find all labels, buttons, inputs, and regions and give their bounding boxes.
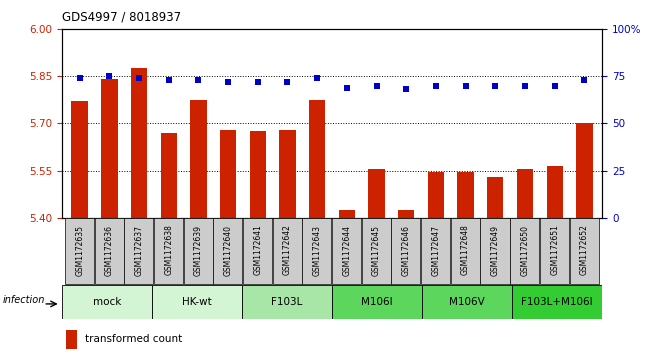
Bar bbox=[398, 210, 415, 218]
Point bbox=[283, 79, 293, 85]
FancyBboxPatch shape bbox=[214, 219, 242, 284]
Bar bbox=[101, 79, 118, 218]
Point bbox=[431, 83, 441, 89]
Text: GSM1172639: GSM1172639 bbox=[194, 225, 203, 276]
Point bbox=[134, 75, 145, 81]
Bar bbox=[368, 169, 385, 218]
Point bbox=[549, 83, 560, 89]
Text: GSM1172647: GSM1172647 bbox=[432, 225, 441, 276]
Point bbox=[460, 83, 471, 89]
Text: GSM1172642: GSM1172642 bbox=[283, 225, 292, 276]
Bar bbox=[487, 177, 503, 218]
Text: transformed count: transformed count bbox=[85, 334, 182, 344]
Text: infection: infection bbox=[3, 295, 46, 306]
FancyBboxPatch shape bbox=[124, 219, 153, 284]
Text: F103L: F103L bbox=[271, 297, 303, 307]
Text: GSM1172651: GSM1172651 bbox=[550, 225, 559, 276]
Point bbox=[312, 75, 322, 81]
FancyBboxPatch shape bbox=[332, 219, 361, 284]
FancyBboxPatch shape bbox=[152, 285, 242, 319]
Text: GSM1172637: GSM1172637 bbox=[135, 225, 143, 276]
Text: GSM1172646: GSM1172646 bbox=[402, 225, 411, 276]
Bar bbox=[249, 131, 266, 218]
FancyBboxPatch shape bbox=[184, 219, 213, 284]
FancyBboxPatch shape bbox=[362, 219, 391, 284]
Text: GSM1172640: GSM1172640 bbox=[223, 225, 232, 276]
FancyBboxPatch shape bbox=[422, 285, 512, 319]
Text: GSM1172652: GSM1172652 bbox=[580, 225, 589, 276]
Bar bbox=[161, 133, 177, 218]
Text: M106I: M106I bbox=[361, 297, 393, 307]
Bar bbox=[458, 172, 474, 218]
FancyBboxPatch shape bbox=[94, 219, 124, 284]
Point bbox=[579, 77, 590, 83]
FancyBboxPatch shape bbox=[243, 219, 272, 284]
Point bbox=[104, 73, 115, 79]
Point bbox=[519, 83, 530, 89]
Point bbox=[401, 86, 411, 92]
Point bbox=[371, 83, 381, 89]
Text: M106V: M106V bbox=[449, 297, 485, 307]
Point bbox=[163, 77, 174, 83]
Text: GSM1172638: GSM1172638 bbox=[164, 225, 173, 276]
Bar bbox=[72, 101, 88, 218]
Point bbox=[74, 75, 85, 81]
Text: GSM1172643: GSM1172643 bbox=[312, 225, 322, 276]
Bar bbox=[66, 330, 77, 349]
FancyBboxPatch shape bbox=[154, 219, 183, 284]
Bar bbox=[131, 68, 147, 218]
Text: mock: mock bbox=[92, 297, 121, 307]
FancyBboxPatch shape bbox=[273, 219, 301, 284]
FancyBboxPatch shape bbox=[62, 285, 152, 319]
Text: HK-wt: HK-wt bbox=[182, 297, 212, 307]
Text: GSM1172636: GSM1172636 bbox=[105, 225, 114, 276]
FancyBboxPatch shape bbox=[65, 219, 94, 284]
Text: GSM1172650: GSM1172650 bbox=[521, 225, 529, 276]
FancyBboxPatch shape bbox=[510, 219, 539, 284]
Bar bbox=[576, 123, 592, 218]
FancyBboxPatch shape bbox=[242, 285, 332, 319]
Text: GSM1172645: GSM1172645 bbox=[372, 225, 381, 276]
FancyBboxPatch shape bbox=[332, 285, 422, 319]
Text: GSM1172644: GSM1172644 bbox=[342, 225, 352, 276]
Bar bbox=[220, 130, 236, 218]
FancyBboxPatch shape bbox=[570, 219, 599, 284]
FancyBboxPatch shape bbox=[480, 219, 510, 284]
Text: GSM1172648: GSM1172648 bbox=[461, 225, 470, 276]
Bar bbox=[190, 100, 206, 218]
Text: F103L+M106I: F103L+M106I bbox=[521, 297, 593, 307]
FancyBboxPatch shape bbox=[540, 219, 569, 284]
FancyBboxPatch shape bbox=[450, 219, 480, 284]
Bar bbox=[309, 100, 326, 218]
Text: GDS4997 / 8018937: GDS4997 / 8018937 bbox=[62, 11, 181, 24]
Point bbox=[342, 85, 352, 90]
Bar bbox=[428, 172, 444, 218]
Text: GSM1172649: GSM1172649 bbox=[491, 225, 500, 276]
Point bbox=[193, 77, 204, 83]
Point bbox=[223, 79, 233, 85]
FancyBboxPatch shape bbox=[512, 285, 602, 319]
Point bbox=[490, 83, 501, 89]
Text: GSM1172641: GSM1172641 bbox=[253, 225, 262, 276]
FancyBboxPatch shape bbox=[302, 219, 331, 284]
Bar bbox=[517, 169, 533, 218]
Bar bbox=[339, 210, 355, 218]
Bar bbox=[279, 130, 296, 218]
Point bbox=[253, 79, 263, 85]
FancyBboxPatch shape bbox=[391, 219, 421, 284]
Text: GSM1172635: GSM1172635 bbox=[75, 225, 84, 276]
Bar bbox=[546, 166, 563, 218]
FancyBboxPatch shape bbox=[421, 219, 450, 284]
